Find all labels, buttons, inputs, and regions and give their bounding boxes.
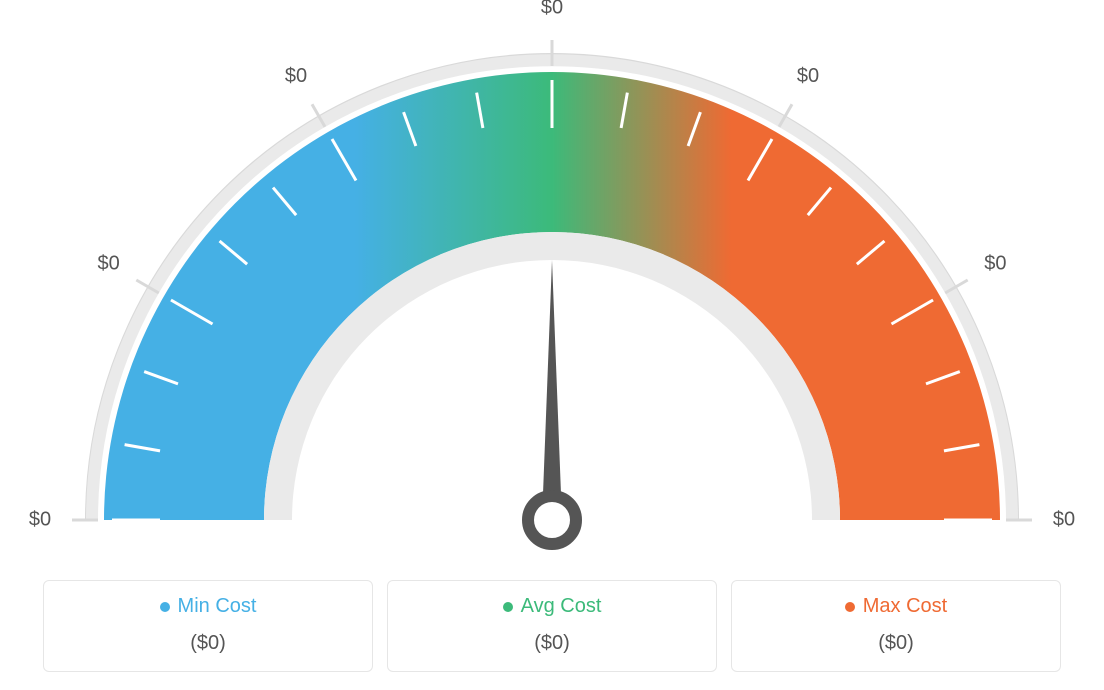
legend-row: Min Cost ($0) Avg Cost ($0) Max Cost ($0…: [0, 580, 1104, 672]
gauge-area: $0 $0 $0 $0 $0 $0 $0: [0, 0, 1104, 560]
legend-dot-max: [845, 602, 855, 612]
legend-label-avg: Avg Cost: [521, 595, 602, 618]
scale-label: $0: [1053, 508, 1075, 530]
scale-label: $0: [285, 65, 307, 87]
gauge-chart-container: $0 $0 $0 $0 $0 $0 $0 Min Cost ($0) Avg Cost ($…: [0, 0, 1104, 690]
legend-label-max: Max Cost: [863, 595, 947, 618]
legend-head-min: Min Cost: [160, 595, 257, 618]
scale-label: $0: [797, 65, 819, 87]
legend-head-avg: Avg Cost: [503, 595, 602, 618]
scale-label: $0: [29, 508, 51, 530]
legend-dot-avg: [503, 602, 513, 612]
scale-label: $0: [97, 252, 119, 274]
legend-head-max: Max Cost: [845, 595, 947, 618]
legend-label-min: Min Cost: [178, 595, 257, 618]
legend-value-avg: ($0): [398, 632, 706, 655]
gauge-svg: $0 $0 $0 $0 $0 $0 $0: [0, 0, 1104, 560]
legend-value-min: ($0): [54, 632, 362, 655]
scale-label: $0: [984, 252, 1006, 274]
legend-card-avg: Avg Cost ($0): [387, 580, 717, 672]
legend-card-max: Max Cost ($0): [731, 580, 1061, 672]
legend-card-min: Min Cost ($0): [43, 580, 373, 672]
scale-label: $0: [541, 0, 563, 18]
legend-value-max: ($0): [742, 632, 1050, 655]
legend-dot-min: [160, 602, 170, 612]
